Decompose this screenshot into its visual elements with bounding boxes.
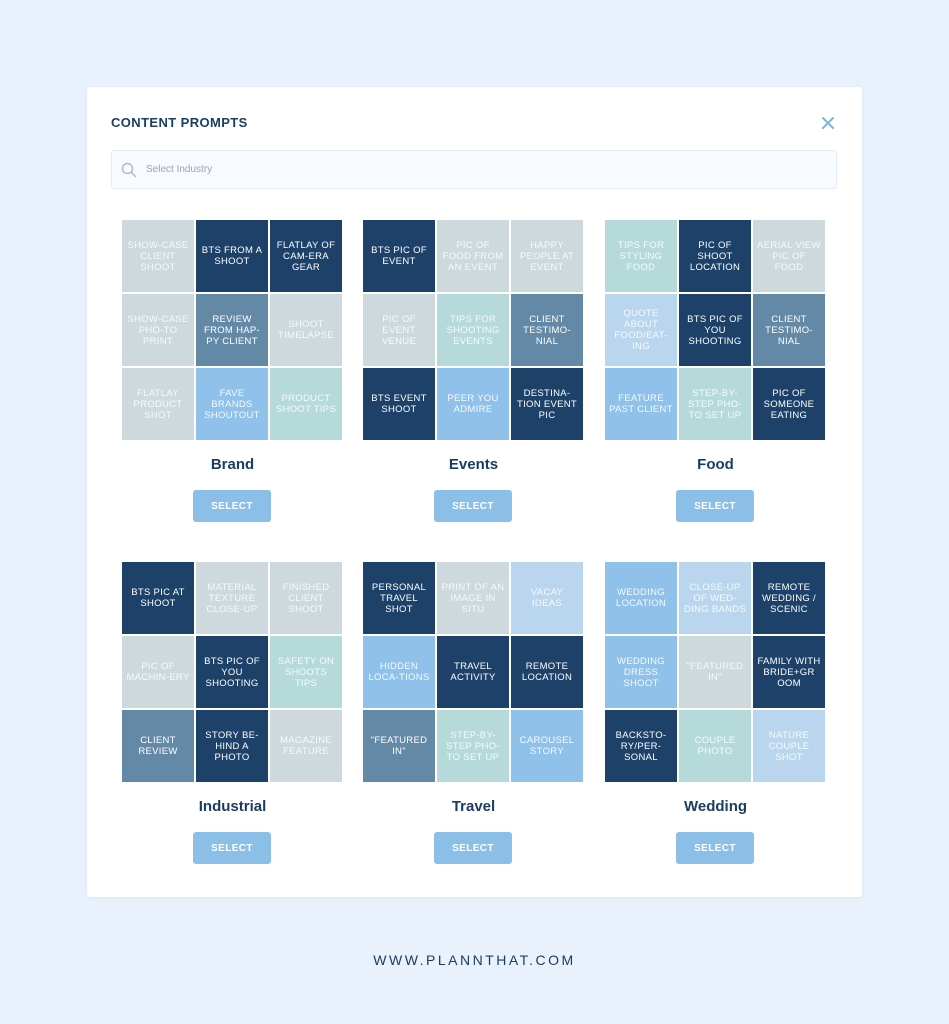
search-input[interactable] <box>146 151 826 188</box>
prompt-tile[interactable]: HAPPY PEOPLE AT EVENT <box>511 220 583 292</box>
prompt-tile[interactable]: BTS PIC OF EVENT <box>363 220 435 292</box>
select-brand-button[interactable]: SELECT <box>193 490 271 522</box>
select-food-button[interactable]: SELECT <box>676 490 754 522</box>
prompt-tile[interactable]: SHOOT TIMELAPSE <box>270 294 342 366</box>
prompt-tile[interactable]: PRODUCT SHOOT TIPS <box>270 368 342 440</box>
industry-name: Food <box>697 456 734 473</box>
prompt-tile[interactable]: BTS PIC OF YOU SHOOTING <box>679 294 751 366</box>
prompt-tile[interactable]: STEP-BY-STEP PHO-TO SET UP <box>437 710 509 782</box>
modal-title: CONTENT PROMPTS <box>111 115 248 130</box>
prompt-tile[interactable]: PRINT OF AN IMAGE IN SITU <box>437 562 509 634</box>
industry-name: Brand <box>210 456 255 473</box>
prompt-tile[interactable]: PIC OF EVENT VENUE <box>363 294 435 366</box>
prompt-tile[interactable]: FEATURE PAST CLIENT <box>605 368 677 440</box>
prompt-grid: BTS PIC AT SHOOT MATERIAL TEXTURE CLOSE-U… <box>122 562 343 783</box>
prompt-tile[interactable]: STORY BE-HIND A PHOTO <box>196 710 268 782</box>
prompt-tile[interactable]: PIC OF MACHIN-ERY <box>122 636 194 708</box>
prompt-grid: SHOW-CASE CLIENT SHOOT BTS FROM A SHOOT FL… <box>122 220 343 441</box>
prompt-tile[interactable]: NATURE COUPLE SHOT <box>753 710 825 782</box>
prompt-tile[interactable]: BTS FROM A SHOOT <box>196 220 268 292</box>
prompt-tile[interactable]: REMOTE LOCATION <box>511 636 583 708</box>
prompt-grid: PERSONAL TRAVEL SHOT PRINT OF AN IMAGE IN… <box>363 562 584 783</box>
prompt-tile[interactable]: SHOW-CASE PHO-TO PRINT <box>122 294 194 366</box>
prompt-tile[interactable]: TIPS FOR STYLING FOOD <box>605 220 677 292</box>
select-events-button[interactable]: SELECT <box>434 490 512 522</box>
prompt-tile[interactable]: STEP-BY-STEP PHO-TO SET UP <box>679 368 751 440</box>
content-prompts-modal: CONTENT PROMPTS SHOW-CASE CLIENT SHOOTBT… <box>87 87 862 897</box>
prompt-tile[interactable]: FAVE BRANDS SHOUTOUT <box>196 368 268 440</box>
prompt-tile[interactable]: "FEATURED IN" <box>679 636 751 708</box>
select-wedding-button[interactable]: SELECT <box>676 832 754 864</box>
prompt-tile[interactable]: HIDDEN LOCA-TIONS <box>363 636 435 708</box>
prompt-tile[interactable]: PERSONAL TRAVEL SHOT <box>363 562 435 634</box>
prompt-tile[interactable]: TIPS FOR SHOOTING EVENTS <box>437 294 509 366</box>
prompt-tile[interactable]: BTS PIC OF YOU SHOOTING <box>196 636 268 708</box>
prompt-tile[interactable]: DESTINA-TION EVENT PIC <box>511 368 583 440</box>
prompt-tile[interactable]: MAGAZINE FEATURE <box>270 710 342 782</box>
prompt-tile[interactable]: BACKSTO-RY/PER-SONAL <box>605 710 677 782</box>
prompt-tile[interactable]: WEDDING DRESS SHOOT <box>605 636 677 708</box>
prompt-tile[interactable]: FINISHED CLIENT SHOOT <box>270 562 342 634</box>
industry-name: Events <box>448 456 499 473</box>
prompt-tile[interactable]: CLIENT TESTIMO-NIAL <box>511 294 583 366</box>
select-industrial-button[interactable]: SELECT <box>193 832 271 864</box>
prompt-tile[interactable]: REMOTE WEDDING / SCENIC <box>753 562 825 634</box>
prompt-tile[interactable]: AERIAL VIEW PIC OF FOOD <box>753 220 825 292</box>
prompt-tile[interactable]: SHOW-CASE CLIENT SHOOT <box>122 220 194 292</box>
close-icon <box>822 117 834 129</box>
prompt-tile[interactable]: "FEATURED IN" <box>363 710 435 782</box>
prompt-tile[interactable]: BTS EVENT SHOOT <box>363 368 435 440</box>
prompt-tile[interactable]: QUOTE ABOUT FOOD/EAT-ING <box>605 294 677 366</box>
prompt-tile[interactable]: CLIENT REVIEW <box>122 710 194 782</box>
prompt-tile[interactable]: CAROUSEL STORY <box>511 710 583 782</box>
prompt-tile[interactable]: CLIENT TESTIMO-NIAL <box>753 294 825 366</box>
close-button[interactable] <box>816 111 840 135</box>
prompt-tile[interactable]: PIC OF SHOOT LOCATION <box>679 220 751 292</box>
industry-name: Industrial <box>198 798 267 815</box>
prompt-grid: BTS PIC OF EVENT PIC OF FOOD FROM AN EVEN… <box>363 220 584 441</box>
footer-url: WWW.PLANNTHAT.COM <box>373 952 576 968</box>
prompt-tile[interactable]: FLATLAY PRODUCT SHOT <box>122 368 194 440</box>
industry-name: Travel <box>451 798 496 815</box>
prompt-tile[interactable]: CLOSE-UP OF WED-DING BANDS <box>679 562 751 634</box>
prompt-tile[interactable]: PIC OF FOOD FROM AN EVENT <box>437 220 509 292</box>
prompt-tile[interactable]: REVIEW FROM HAP-PY CLIENT <box>196 294 268 366</box>
prompt-tile[interactable]: TRAVEL ACTIVITY <box>437 636 509 708</box>
prompt-tile[interactable]: BTS PIC AT SHOOT <box>122 562 194 634</box>
select-travel-button[interactable]: SELECT <box>434 832 512 864</box>
prompt-tile[interactable]: MATERIAL TEXTURE CLOSE-UP <box>196 562 268 634</box>
prompt-tile[interactable]: PEER YOU ADMIRE <box>437 368 509 440</box>
prompt-tile[interactable]: SAFETY ON SHOOTS TIPS <box>270 636 342 708</box>
prompt-grid: WEDDING LOCATION CLOSE-UP OF WED-DING BAN… <box>605 562 826 783</box>
prompt-tile[interactable]: COUPLE PHOTO <box>679 710 751 782</box>
prompt-tile[interactable]: FAMILY WITH BRIDE+GR OOM <box>753 636 825 708</box>
prompt-tile[interactable]: VACAY IDEAS <box>511 562 583 634</box>
industry-search <box>111 150 837 189</box>
prompt-tile[interactable]: PIC OF SOMEONE EATING <box>753 368 825 440</box>
prompt-tile[interactable]: FLATLAY OF CAM-ERA GEAR <box>270 220 342 292</box>
prompt-grid: TIPS FOR STYLING FOOD PIC OF SHOOT LOCATI… <box>605 220 826 441</box>
search-icon <box>121 162 137 178</box>
industry-name: Wedding <box>683 798 748 815</box>
prompt-tile[interactable]: WEDDING LOCATION <box>605 562 677 634</box>
